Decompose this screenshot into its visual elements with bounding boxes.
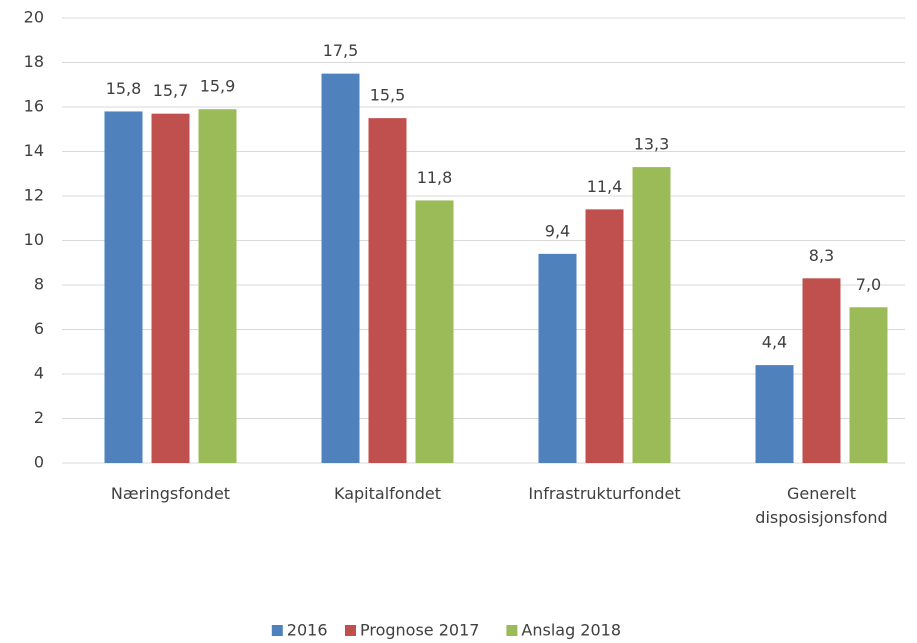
data-label: 8,3 (809, 246, 834, 265)
data-label: 7,0 (856, 275, 881, 294)
y-tick-label: 4 (34, 364, 44, 383)
y-tick-label: 16 (24, 97, 44, 116)
legend-label: 2016 (287, 621, 328, 640)
bar (849, 307, 888, 463)
data-label: 9,4 (545, 221, 570, 240)
x-tick-label: Kapitalfondet (334, 484, 441, 503)
data-label: 15,9 (200, 77, 236, 96)
y-tick-label: 20 (24, 8, 44, 27)
x-tick-label: Generelt disposisjonsfond (755, 484, 888, 527)
y-tick-label: 0 (34, 453, 44, 472)
data-label: 4,4 (762, 333, 787, 352)
data-label: 11,4 (587, 177, 623, 196)
legend-swatch (271, 625, 283, 636)
legend-label: Prognose 2017 (360, 621, 479, 640)
bar (538, 253, 577, 463)
data-label: 15,5 (370, 86, 406, 105)
bar (151, 113, 190, 464)
x-tick-label: Infrastrukturfondet (528, 484, 681, 503)
bar (632, 167, 671, 463)
bar (104, 111, 143, 463)
x-tick-label: Næringsfondet (110, 484, 231, 503)
y-tick-label: 12 (24, 186, 44, 205)
data-label: 17,5 (323, 41, 359, 60)
y-tick-label: 10 (24, 230, 44, 249)
legend-label: Anslag 2018 (521, 621, 621, 640)
bar (415, 200, 454, 463)
data-label: 15,7 (153, 81, 189, 100)
bar (321, 73, 360, 463)
bar (198, 109, 237, 463)
data-label: 15,8 (106, 79, 142, 98)
legend-swatch (506, 625, 518, 636)
legend-swatch (345, 625, 356, 636)
bar (585, 209, 624, 463)
bar (368, 118, 407, 463)
bar (755, 365, 794, 463)
y-tick-label: 8 (34, 275, 44, 294)
data-label: 13,3 (634, 135, 670, 154)
y-tick-label: 6 (34, 319, 44, 338)
bar (802, 278, 841, 463)
data-label: 11,8 (417, 168, 453, 187)
y-tick-label: 2 (34, 408, 44, 427)
y-tick-label: 14 (24, 141, 44, 160)
y-tick-label: 18 (24, 52, 44, 71)
